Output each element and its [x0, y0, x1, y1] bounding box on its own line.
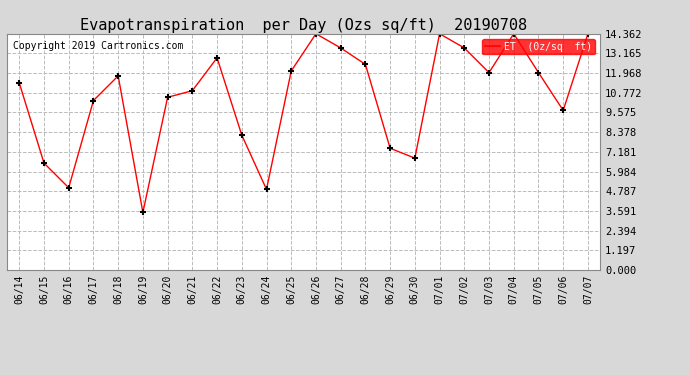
Text: Copyright 2019 Cartronics.com: Copyright 2019 Cartronics.com: [13, 41, 184, 51]
Title: Evapotranspiration  per Day (Ozs sq/ft)  20190708: Evapotranspiration per Day (Ozs sq/ft) 2…: [80, 18, 527, 33]
Legend: ET  (0z/sq  ft): ET (0z/sq ft): [482, 39, 595, 54]
